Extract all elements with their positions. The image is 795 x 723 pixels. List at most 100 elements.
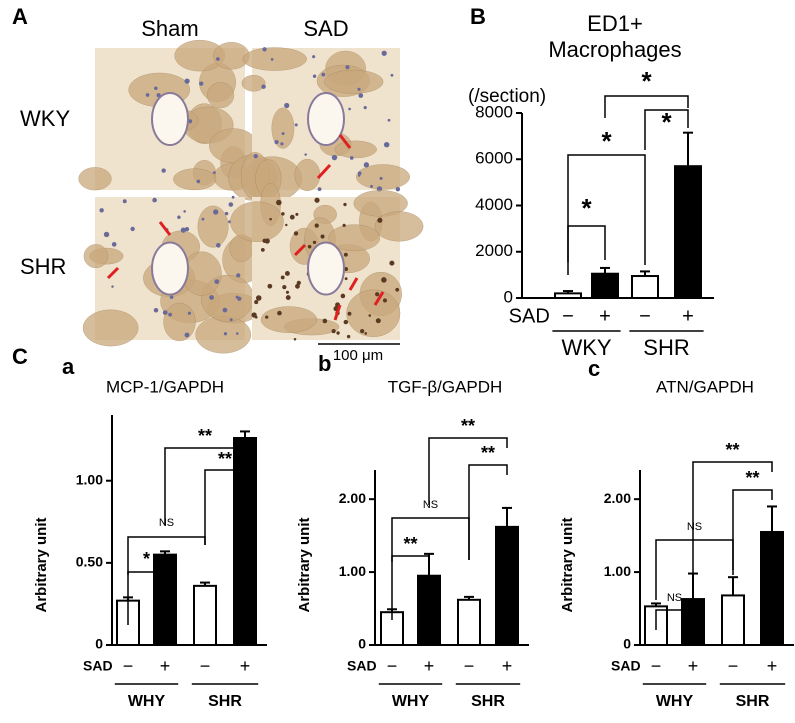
nucleus [360,329,365,334]
y-tick-label: 2.00 [604,490,631,506]
significance-label: ** [218,449,232,469]
nucleus [293,231,299,236]
nucleus [214,279,220,284]
nucleus [331,154,338,161]
nucleus [294,123,298,127]
nucleus [348,107,351,111]
x-tick-label: + [682,305,694,327]
nucleus [180,227,186,233]
y-axis-label: Arbitrary unit [296,517,313,612]
significance-bracket [127,536,206,575]
nucleus [161,168,166,173]
y-tick-label: 2.00 [339,490,366,506]
bar [631,275,659,299]
nucleus [231,195,235,199]
nucleus [277,310,282,316]
tissue [173,168,217,191]
bar [457,598,481,647]
nucleus [357,87,361,91]
nucleus [320,234,325,239]
significance-label: ** [461,416,475,436]
x-tick-label: − [651,656,662,676]
significance-label: * [661,107,672,137]
nucleus [383,141,390,148]
x-tick-label: + [240,656,251,676]
nucleus [387,118,391,122]
significance-bracket [655,539,734,600]
x-tick-label: − [639,305,651,327]
panel-label: a [62,354,75,379]
significance-label: ** [198,426,212,446]
bar [417,574,441,647]
nucleus [349,156,354,160]
nucleus [265,315,269,319]
nucleus [199,81,204,86]
nucleus [280,142,284,146]
tissue [241,74,266,92]
tissue [163,302,196,342]
bar [153,553,177,647]
nucleus [276,199,282,206]
nucleus [251,312,257,318]
group-label: SHR [736,693,770,710]
nucleus [281,212,285,216]
nucleus [285,295,291,301]
nucleus [253,154,258,159]
group-label: SHR [643,335,689,360]
nucleus [162,310,168,315]
bar [193,584,217,646]
nucleus [196,179,201,184]
y-tick-label: 4000 [475,195,513,214]
panel-label: B [470,4,486,29]
nucleus [282,284,287,290]
significance-label: * [581,193,592,223]
significance-label: ** [403,534,417,554]
significance-label: ** [745,468,759,488]
significance-label: * [601,126,612,156]
significance-bracket [428,437,508,505]
nucleus [262,47,267,52]
tissue [78,167,112,191]
significance-bracket [567,154,646,265]
nucleus [103,231,110,238]
nucleus [236,273,241,278]
chart-title: MCP-1/GAPDH [106,377,224,396]
y-tick-label: 8000 [475,102,513,121]
nucleus [260,247,265,252]
nucleus [169,295,174,299]
nucleus [284,102,290,109]
nucleus [347,311,352,316]
significance-label: NS [667,592,682,604]
vessel [307,92,345,146]
arrow [333,304,342,321]
group-label: SHR [208,693,242,710]
nucleus [322,318,328,324]
nucleus [395,287,400,292]
nucleus [363,162,370,168]
nucleus [358,93,364,98]
nucleus [375,292,380,297]
significance-bracket [567,225,606,275]
y-tick-label: 0 [623,636,631,652]
nucleus [312,55,316,59]
x-tick-label: − [387,656,398,676]
nucleus [184,78,190,84]
tissue [260,306,318,333]
chart-title: TGF-β/GAPDH [388,377,503,396]
nucleus [111,285,114,288]
x-tick-label: + [599,305,611,327]
nucleus [336,331,340,335]
nucleus [130,226,135,232]
nucleus [382,298,388,303]
nucleus [357,171,362,176]
significance-label: NS [159,517,174,529]
y-axis-label: Arbitrary unit [33,517,50,612]
nucleus [152,197,157,203]
nucleus [212,171,216,174]
nucleus [304,153,307,156]
y-tick-label: 0 [95,636,103,652]
significance-bracket [164,447,246,525]
nucleus [188,119,193,124]
chart-title: ED1+ [587,11,643,36]
bar [554,292,582,299]
